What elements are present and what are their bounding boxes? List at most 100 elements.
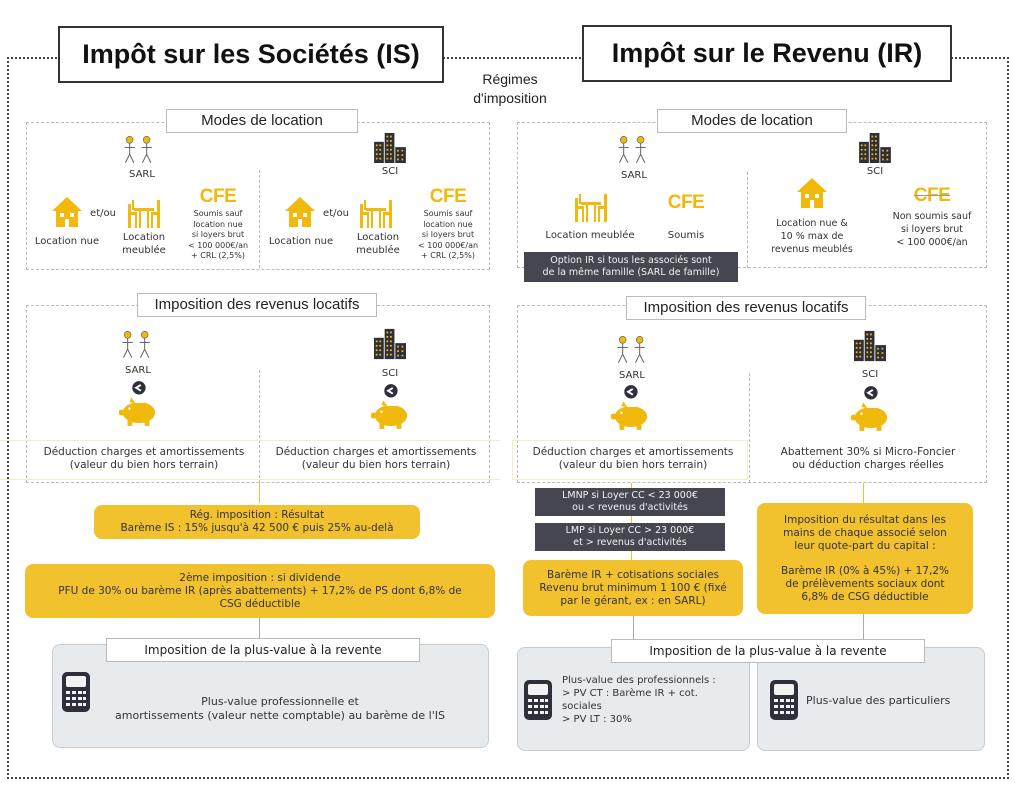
ir-title-box: Impôt sur le Revenu (IR) xyxy=(582,25,952,82)
is-modes-sci-label: SCI xyxy=(381,166,399,177)
building-icon xyxy=(854,330,886,362)
ir-sarl-connector-2 xyxy=(633,616,634,642)
is-modes-divider xyxy=(259,170,260,268)
line: Location xyxy=(122,232,166,243)
is-revenus-sarl-label: SARL xyxy=(125,365,151,376)
line: ou < revenus d'activités xyxy=(572,502,688,513)
is-sarl-location-nue: Location nue xyxy=(34,236,100,247)
is-connector-1 xyxy=(259,483,260,503)
line: Option IR si tous les associés sont xyxy=(550,254,712,266)
piggy-bank-icon xyxy=(118,381,158,427)
is-plus-value-label: Imposition de la plus-value à la revente xyxy=(106,638,420,662)
outer-frame xyxy=(7,57,1009,779)
ir-revenus-divider xyxy=(749,373,750,483)
is-revenus-divider xyxy=(259,370,260,483)
line: Non soumis sauf xyxy=(892,211,972,222)
ir-revenus-sci-label: SCI xyxy=(861,369,879,380)
is-modes-sarl-label: SARL xyxy=(129,169,155,180)
line: et > revenus d'activités xyxy=(573,537,687,548)
ir-plus-value-part-text: Plus-value des particuliers xyxy=(806,694,951,707)
line: (valeur du bien hors terrain) xyxy=(301,459,451,471)
ir-sarl-cfe: CFE xyxy=(667,192,705,213)
piggy-bank-icon xyxy=(370,384,410,430)
table-chair-icon xyxy=(360,196,392,228)
line: Déduction charges et amortissements xyxy=(275,446,477,458)
is-sci-cfe: CFE xyxy=(429,186,467,207)
ir-lmnp-box: LMNP si Loyer CC < 23 000€ ou < revenus … xyxy=(535,488,725,516)
line: Location xyxy=(356,232,400,243)
ir-plus-value-label: Imposition de la plus-value à la revente xyxy=(611,639,925,663)
is-connector-2 xyxy=(259,618,260,640)
is-revenus-sci-text: Déduction charges et amortissements (val… xyxy=(262,446,490,472)
line: Déduction charges et amortissements xyxy=(43,446,245,458)
ir-modes-divider xyxy=(747,172,748,268)
is-title-box: Impôt sur les Sociétés (IS) xyxy=(58,26,444,83)
regimes-label: Régimes d'imposition xyxy=(460,70,560,108)
line: mains de chaque associé selon xyxy=(783,526,947,539)
ir-highlight-band xyxy=(512,440,748,480)
line: amortissements (valeur nette comptable) … xyxy=(115,709,445,722)
line: (valeur du bien hors terrain) xyxy=(558,459,708,471)
line: meublée xyxy=(122,245,166,256)
ir-sarl-location-meublee: Location meublée xyxy=(545,230,635,241)
regimes-line1: Régimes xyxy=(482,71,538,87)
ir-modes-sarl-label: SARL xyxy=(621,170,647,181)
people-icon xyxy=(122,135,156,165)
line: Barème IS : 15% jusqu'à 42 500 € puis 25… xyxy=(120,522,394,534)
ir-plus-value-pro-box xyxy=(517,647,750,751)
line: sociales xyxy=(562,701,602,712)
line: < 100 000€/an xyxy=(417,240,479,250)
line: de prélèvements sociaux dont xyxy=(785,577,945,590)
line: si loyers brut xyxy=(900,224,964,235)
line: LMP si Loyer CC > 23 000€ xyxy=(565,524,695,536)
building-icon xyxy=(859,133,891,163)
is-sarl-location-meublee: Location meublée xyxy=(110,231,178,257)
building-icon xyxy=(374,328,406,360)
table-chair-icon xyxy=(128,196,160,228)
ir-revenus-label: Imposition des revenus locatifs xyxy=(626,296,866,320)
line: PFU de 30% ou barème IR (après abattemen… xyxy=(58,584,462,597)
ir-revenus-sarl-label: SARL xyxy=(619,370,645,381)
is-highlight-band xyxy=(0,440,500,480)
house-icon xyxy=(796,177,828,209)
is-sarl-connector: et/ou xyxy=(90,208,116,219)
ir-sci-result-box: Imposition du résultat dans les mains de… xyxy=(757,503,973,614)
is-sarl-cfe-note: Soumis sauf location nue si loyers brut … xyxy=(180,209,256,262)
line: par le gérant, ex : en SARL) xyxy=(560,594,706,607)
line: 10 % max de xyxy=(780,231,844,242)
line: leur quote-part du capital : xyxy=(794,539,936,552)
line: ou déduction charges réelles xyxy=(792,459,944,471)
ir-modes-sci-label: SCI xyxy=(866,166,884,177)
line: Barème IR (0% à 45%) + 17,2% xyxy=(780,564,950,577)
ir-sci-cfe-crossed: CFE xyxy=(913,185,951,206)
line: + CRL (2,5%) xyxy=(191,251,245,260)
line: Barème IR + cotisations sociales xyxy=(547,568,719,581)
line: Soumis sauf xyxy=(423,209,473,218)
line: Déduction charges et amortissements xyxy=(532,446,734,458)
line: Abattement 30% si Micro-Foncier xyxy=(780,446,956,458)
ir-sci-cfe-note: Non soumis sauf si loyers brut < 100 000… xyxy=(880,210,984,249)
ir-plus-value-pro-text: Plus-value des professionnels : > PV CT … xyxy=(562,674,748,726)
calculator-icon xyxy=(770,680,798,720)
line: Location nue & xyxy=(776,218,848,229)
line: de la même famille (SARL de famille) xyxy=(542,267,720,278)
line: + CRL (2,5%) xyxy=(421,251,475,260)
line: location nue xyxy=(423,219,473,229)
line: < 100 000€/an xyxy=(896,237,968,248)
line: > PV CT : Barème IR + cot. xyxy=(562,688,698,699)
regimes-line2: d'imposition xyxy=(473,90,547,106)
spacer xyxy=(781,553,949,565)
ir-modes-label: Modes de location xyxy=(657,109,847,133)
line: Soumis sauf xyxy=(193,209,243,218)
ir-revenus-sci-text: Abattement 30% si Micro-Foncier ou déduc… xyxy=(755,446,981,472)
ir-title: Impôt sur le Revenu (IR) xyxy=(611,38,923,68)
line: revenus meublés xyxy=(771,244,853,255)
calculator-icon xyxy=(524,680,552,720)
people-icon xyxy=(615,335,649,365)
people-icon xyxy=(120,330,154,360)
is-sarl-cfe: CFE xyxy=(199,186,237,207)
people-icon xyxy=(616,135,650,165)
is-revenus-sci-label: SCI xyxy=(381,368,399,379)
ir-sci-connector xyxy=(863,483,864,503)
ir-lmp-box: LMP si Loyer CC > 23 000€ et > revenus d… xyxy=(535,523,725,551)
